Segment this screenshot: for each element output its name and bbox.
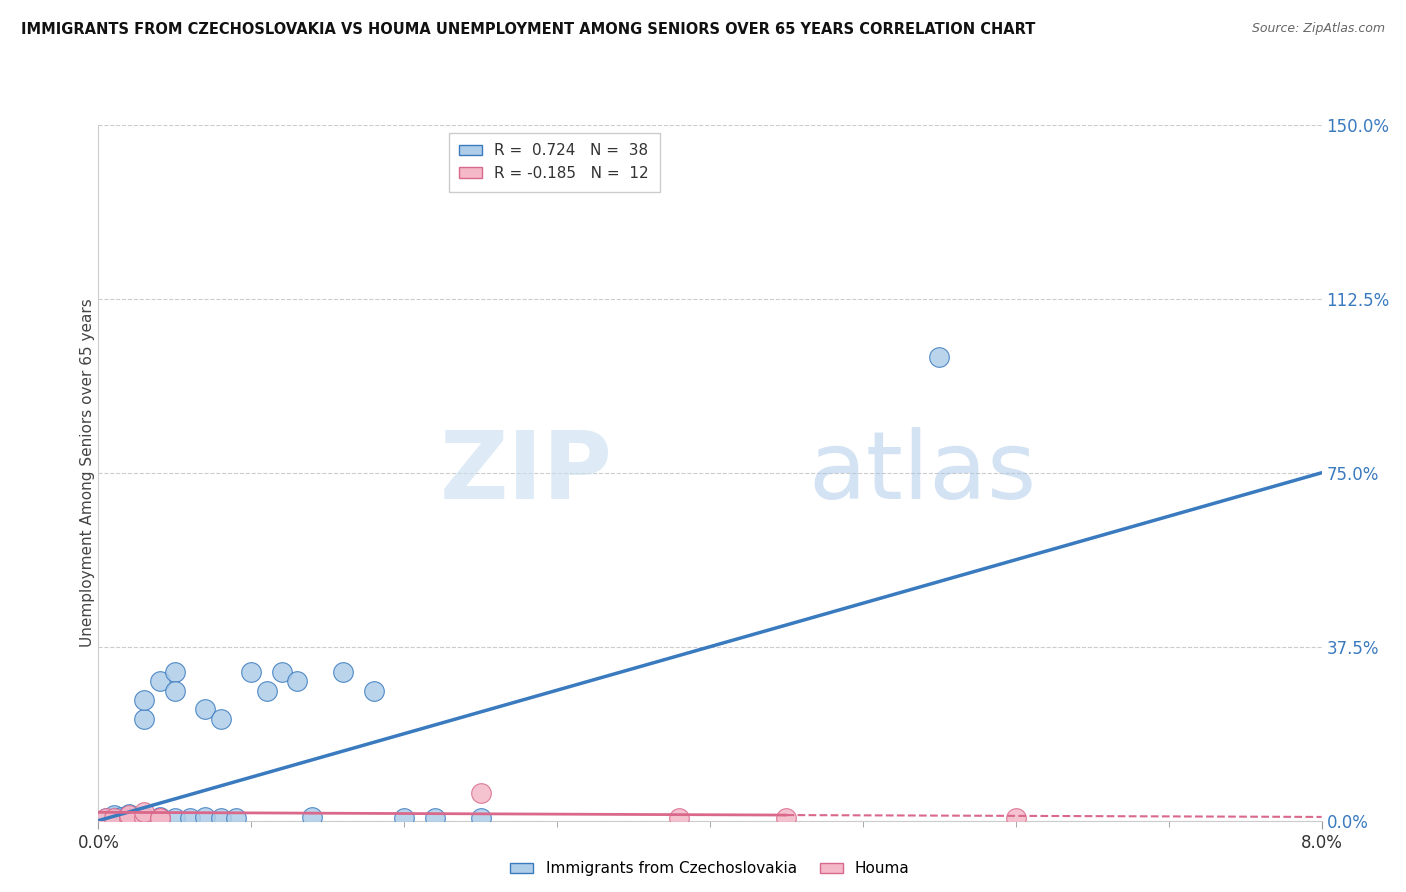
Point bbox=[134, 712, 156, 726]
Point bbox=[149, 811, 172, 825]
Point bbox=[118, 811, 141, 825]
Point bbox=[149, 674, 172, 689]
Point bbox=[118, 810, 141, 824]
Point bbox=[285, 674, 308, 689]
Text: atlas: atlas bbox=[808, 426, 1036, 519]
Point bbox=[149, 810, 172, 824]
Point bbox=[125, 811, 148, 825]
Point bbox=[209, 811, 232, 825]
Text: Source: ZipAtlas.com: Source: ZipAtlas.com bbox=[1251, 22, 1385, 36]
Point bbox=[1004, 811, 1026, 825]
Point bbox=[256, 683, 278, 698]
Point bbox=[194, 810, 217, 824]
Point bbox=[110, 810, 132, 824]
Text: IMMIGRANTS FROM CZECHOSLOVAKIA VS HOUMA UNEMPLOYMENT AMONG SENIORS OVER 65 YEARS: IMMIGRANTS FROM CZECHOSLOVAKIA VS HOUMA … bbox=[21, 22, 1035, 37]
Y-axis label: Unemployment Among Seniors over 65 years: Unemployment Among Seniors over 65 years bbox=[80, 299, 94, 647]
Point bbox=[134, 805, 156, 820]
Point bbox=[94, 811, 117, 825]
Point bbox=[134, 811, 156, 825]
Point bbox=[928, 350, 950, 364]
Point bbox=[103, 811, 125, 825]
Point bbox=[163, 683, 186, 698]
Point bbox=[301, 810, 323, 824]
Point bbox=[194, 702, 217, 716]
Point bbox=[94, 811, 117, 825]
Point bbox=[103, 810, 125, 824]
Point bbox=[163, 811, 186, 825]
Legend: Immigrants from Czechoslovakia, Houma: Immigrants from Czechoslovakia, Houma bbox=[505, 855, 915, 882]
Point bbox=[134, 810, 156, 824]
Point bbox=[118, 806, 141, 821]
Point bbox=[392, 811, 416, 825]
Point bbox=[668, 811, 690, 825]
Point bbox=[775, 811, 797, 825]
Point bbox=[332, 665, 354, 680]
Point bbox=[103, 811, 125, 825]
Point bbox=[118, 811, 141, 825]
Point bbox=[240, 665, 263, 680]
Point bbox=[363, 683, 385, 698]
Point bbox=[110, 811, 132, 825]
Point bbox=[118, 809, 141, 823]
Point bbox=[118, 808, 141, 822]
Point bbox=[179, 811, 201, 825]
Point bbox=[209, 712, 232, 726]
Point bbox=[270, 665, 294, 680]
Point bbox=[134, 693, 156, 707]
Point bbox=[103, 808, 125, 822]
Point bbox=[423, 811, 446, 825]
Point bbox=[470, 786, 492, 800]
Point bbox=[134, 811, 156, 825]
Text: ZIP: ZIP bbox=[439, 426, 612, 519]
Point bbox=[149, 811, 172, 825]
Point bbox=[163, 665, 186, 680]
Point bbox=[470, 811, 492, 825]
Point bbox=[225, 811, 247, 825]
Point bbox=[149, 811, 172, 825]
